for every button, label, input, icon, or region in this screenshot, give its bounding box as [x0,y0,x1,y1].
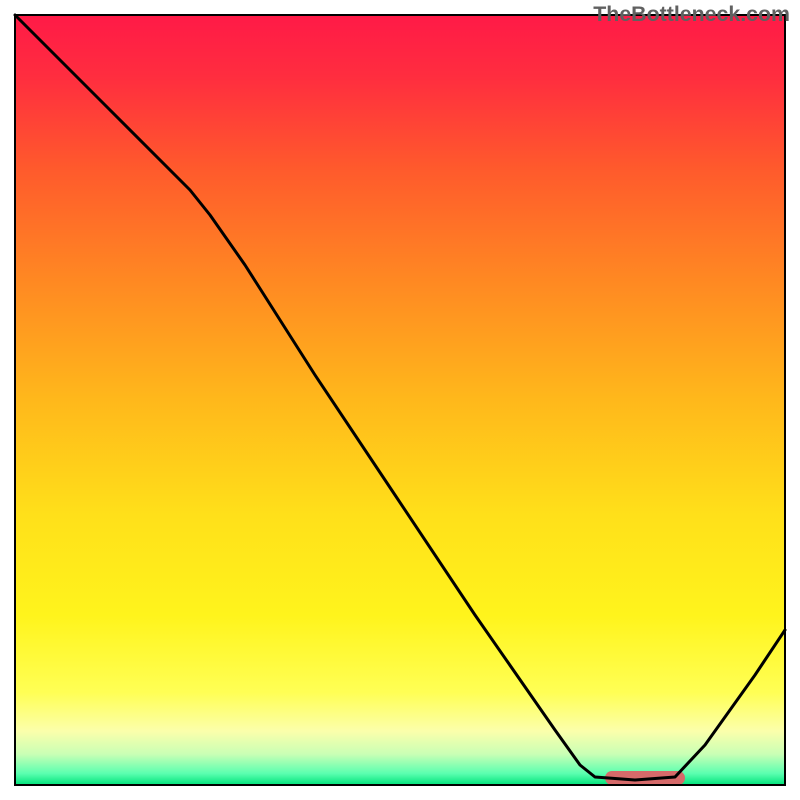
plot-area [15,15,785,785]
chart-stage: TheBottleneck.com [0,0,800,800]
attribution-text: TheBottleneck.com [593,2,790,27]
bottleneck-chart [0,0,800,800]
